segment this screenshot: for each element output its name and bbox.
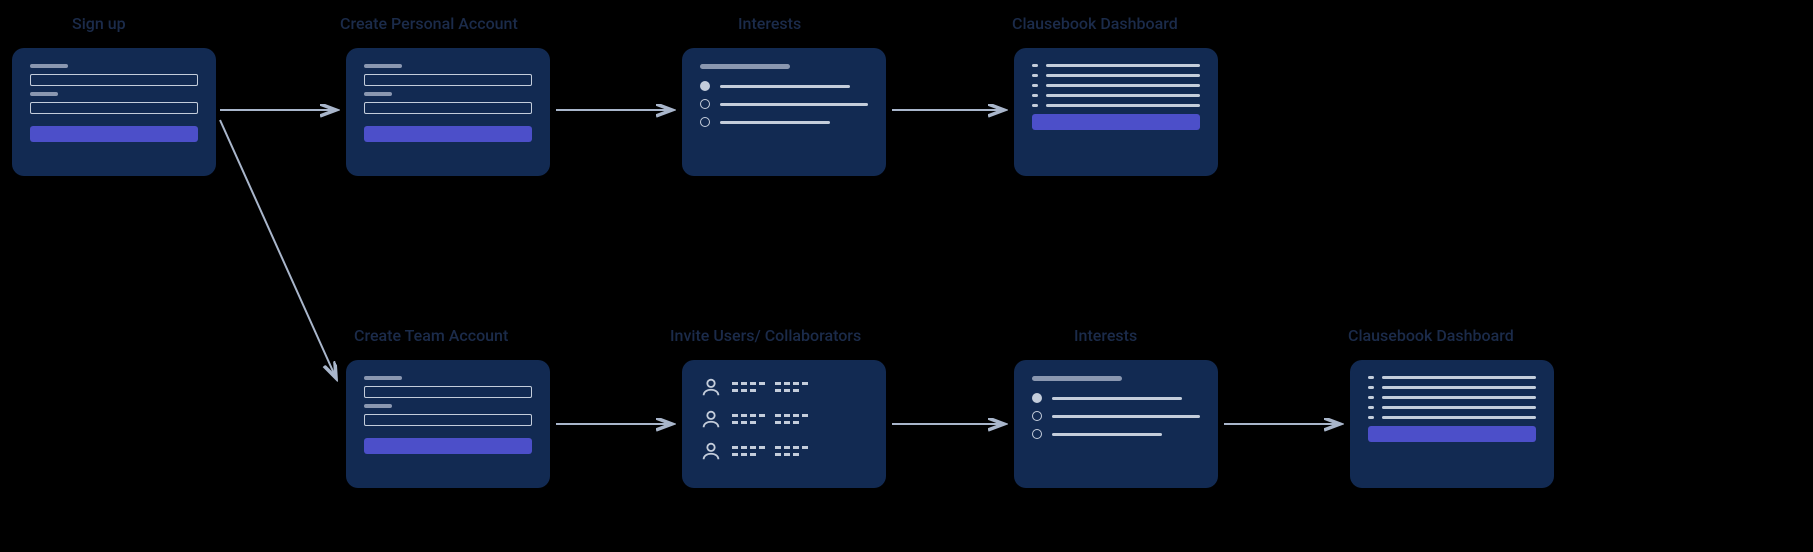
flow-step-card-dashboard_top	[1014, 48, 1218, 176]
flow-step-card-create_team	[346, 360, 550, 488]
flow-step-label: Create Team Account	[354, 326, 508, 345]
flow-step-card-dashboard_bottom	[1350, 360, 1554, 488]
flow-step-card-interests_top	[682, 48, 886, 176]
flow-step-label: Interests	[1074, 326, 1137, 345]
flow-step-label: Clausebook Dashboard	[1012, 14, 1178, 33]
flow-step-label: Sign up	[72, 14, 126, 33]
flow-step-label: Invite Users/ Collaborators	[670, 326, 861, 345]
flow-step-card-signup	[12, 48, 216, 176]
flow-step-card-create_personal	[346, 48, 550, 176]
flow-step-label: Interests	[738, 14, 801, 33]
flow-step-label: Clausebook Dashboard	[1348, 326, 1514, 345]
flow-step-label: Create Personal Account	[340, 14, 518, 33]
flow-arrow	[220, 120, 336, 378]
flow-step-card-invite	[682, 360, 886, 488]
flow-step-card-interests_bottom	[1014, 360, 1218, 488]
